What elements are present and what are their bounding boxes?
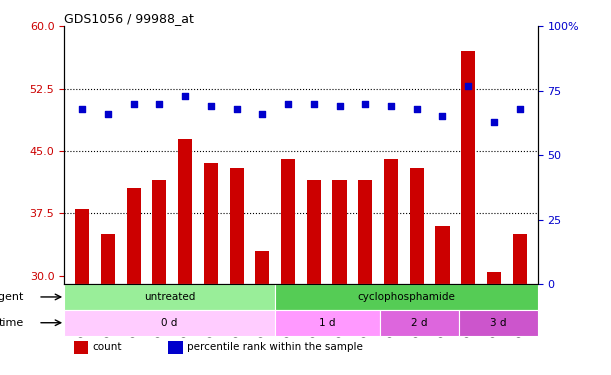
Point: [129, 100, 139, 106]
Bar: [461, 51, 475, 284]
Bar: [332, 180, 346, 284]
Text: count: count: [93, 342, 122, 352]
Bar: [169, 341, 183, 354]
Text: 2 d: 2 d: [411, 318, 428, 328]
Point: [257, 111, 267, 117]
Point: [155, 100, 164, 106]
Bar: [307, 180, 321, 284]
Text: untreated: untreated: [144, 292, 195, 302]
Bar: [74, 341, 88, 354]
Text: time: time: [0, 318, 24, 328]
Bar: [75, 209, 89, 284]
Point: [206, 103, 216, 109]
Bar: [64, 284, 274, 310]
Bar: [152, 180, 166, 284]
Bar: [101, 234, 115, 284]
Text: percentile rank within the sample: percentile rank within the sample: [187, 342, 363, 352]
Point: [77, 106, 87, 112]
Bar: [203, 164, 218, 284]
Bar: [178, 138, 192, 284]
Point: [360, 100, 370, 106]
Bar: [274, 284, 538, 310]
Point: [386, 103, 396, 109]
Point: [515, 106, 525, 112]
Bar: [513, 234, 527, 284]
Point: [489, 118, 499, 124]
Bar: [230, 168, 244, 284]
Bar: [384, 159, 398, 284]
Bar: [487, 272, 501, 284]
Point: [335, 103, 345, 109]
Text: 0 d: 0 d: [161, 318, 178, 328]
Bar: [126, 188, 141, 284]
Point: [309, 100, 319, 106]
Point: [412, 106, 422, 112]
Point: [232, 106, 241, 112]
Bar: [409, 168, 424, 284]
Point: [103, 111, 113, 117]
Point: [180, 93, 190, 99]
Bar: [64, 310, 274, 336]
Bar: [274, 310, 380, 336]
Point: [283, 100, 293, 106]
Point: [463, 82, 473, 88]
Bar: [281, 159, 295, 284]
Text: agent: agent: [0, 292, 24, 302]
Bar: [436, 226, 450, 284]
Bar: [358, 180, 372, 284]
Point: [437, 114, 447, 120]
Text: GDS1056 / 99988_at: GDS1056 / 99988_at: [64, 12, 194, 25]
Bar: [459, 310, 538, 336]
Bar: [380, 310, 459, 336]
Bar: [255, 251, 269, 284]
Text: 1 d: 1 d: [319, 318, 335, 328]
Text: cyclophosphamide: cyclophosphamide: [357, 292, 455, 302]
Text: 3 d: 3 d: [490, 318, 507, 328]
